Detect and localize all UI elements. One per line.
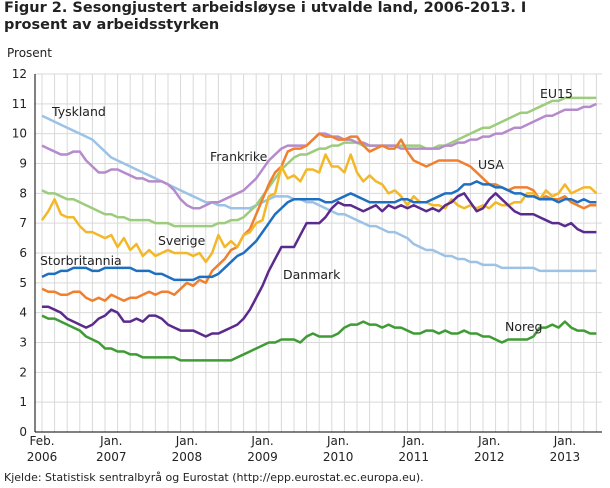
series-label: Danmark [283,267,341,282]
series-label: Storbritannia [40,253,122,268]
series-line [41,96,597,228]
y-tick-label: 0 [19,425,27,439]
series-line [41,180,597,282]
y-tick-label: 8 [19,186,27,200]
y-tick-label: 2 [19,365,27,379]
y-tick-label: 10 [12,127,27,141]
series-label: Sverige [158,233,206,248]
series-line [42,192,597,338]
x-tick-label: Jan. 2007 [96,434,127,464]
x-tick-label: Jan. 2011 [398,434,429,464]
y-tick-label: 11 [12,97,27,111]
series-line [41,114,597,273]
y-tick-label: 9 [19,157,27,171]
series-label: EU15 [540,86,573,101]
x-tick-label: Feb. 2006 [27,434,58,464]
y-tick-label: 12 [12,67,27,81]
y-tick-label: 6 [19,246,27,260]
chart-title: Figur 2. Sesongjustert arbeidsløyse i ut… [4,0,527,33]
y-tick-label: 1 [19,395,27,409]
series-line [41,314,597,362]
x-tick-label: Jan. 2009 [247,434,278,464]
y-axis-label: Prosent [7,46,52,60]
y-tick-label: 7 [19,216,27,230]
source: Kjelde: Statistisk sentralbyrå og Eurost… [4,471,424,484]
y-tick-label: 5 [19,276,27,290]
series-line [40,153,598,264]
x-tick-label: Jan. 2008 [172,434,203,464]
series-label: Noreg [505,319,543,334]
series-label: Tyskland [51,104,106,119]
series-label: Frankrike [210,149,268,164]
x-tick-label: Jan. 2010 [323,434,354,464]
x-tick-label: Jan. 2012 [474,434,505,464]
y-tick-label: 3 [19,336,27,350]
y-tick-label: 4 [19,306,27,320]
series-label: USA [478,157,504,172]
x-tick-label: Jan. 2013 [550,434,581,464]
